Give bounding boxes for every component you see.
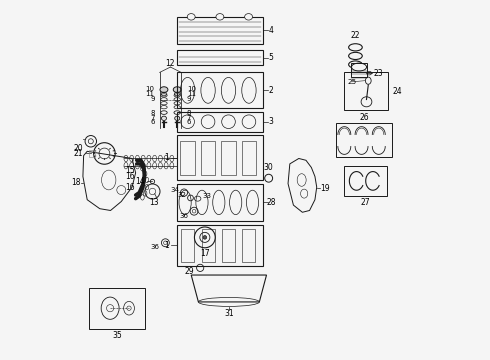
Text: 35: 35 — [112, 331, 122, 340]
Bar — [351, 63, 367, 77]
Bar — [177, 225, 263, 266]
Text: 27: 27 — [360, 198, 370, 207]
Text: 18: 18 — [72, 178, 81, 187]
Ellipse shape — [203, 235, 207, 239]
Bar — [177, 50, 263, 65]
Bar — [177, 17, 263, 44]
Bar — [177, 135, 263, 180]
Bar — [343, 72, 389, 110]
Text: 34: 34 — [171, 187, 180, 193]
Text: 32: 32 — [177, 192, 186, 198]
Text: 6: 6 — [187, 119, 192, 125]
Text: 24: 24 — [392, 87, 402, 96]
Text: 31: 31 — [224, 309, 234, 318]
Text: 9: 9 — [150, 96, 155, 102]
Text: 15: 15 — [125, 166, 135, 175]
Bar — [177, 72, 263, 108]
Text: 13: 13 — [149, 198, 159, 207]
Text: 26: 26 — [360, 113, 369, 122]
Bar — [343, 166, 387, 196]
Text: 36: 36 — [179, 213, 188, 219]
Text: 25: 25 — [348, 79, 357, 85]
Text: 20: 20 — [74, 144, 83, 153]
Bar — [89, 150, 95, 157]
Bar — [201, 140, 215, 175]
Text: 16: 16 — [125, 172, 135, 181]
Text: 7: 7 — [150, 115, 155, 121]
Text: 28: 28 — [267, 198, 276, 207]
Text: 17: 17 — [200, 249, 210, 258]
Text: 36: 36 — [150, 244, 160, 251]
Bar — [177, 112, 263, 132]
Text: 10: 10 — [146, 86, 155, 92]
Text: 21: 21 — [74, 149, 83, 158]
Text: 19: 19 — [320, 184, 330, 193]
Text: 6: 6 — [150, 119, 155, 125]
Bar — [180, 140, 195, 175]
Bar — [89, 288, 145, 329]
Ellipse shape — [160, 87, 168, 93]
Text: 12: 12 — [166, 59, 175, 68]
Text: 11: 11 — [146, 91, 155, 97]
Text: 16: 16 — [125, 183, 135, 192]
Text: 4: 4 — [269, 26, 273, 35]
Bar — [181, 229, 194, 262]
Text: 11: 11 — [187, 91, 196, 97]
Ellipse shape — [173, 87, 181, 93]
Text: 33: 33 — [203, 193, 212, 199]
Text: 10: 10 — [187, 86, 196, 92]
Text: 23: 23 — [373, 69, 383, 78]
Text: 22: 22 — [351, 31, 360, 40]
Text: 1: 1 — [164, 241, 169, 250]
Text: 7: 7 — [187, 115, 192, 121]
Bar — [243, 229, 255, 262]
Bar — [337, 123, 392, 157]
Text: 8: 8 — [187, 109, 192, 116]
Text: 8: 8 — [150, 109, 155, 116]
Text: 3: 3 — [269, 117, 273, 126]
Text: 9: 9 — [187, 96, 192, 102]
Bar — [177, 184, 263, 221]
Ellipse shape — [175, 116, 180, 121]
Ellipse shape — [187, 14, 195, 20]
Text: 30: 30 — [264, 163, 273, 172]
Text: 14: 14 — [136, 177, 146, 186]
Ellipse shape — [161, 116, 167, 121]
Bar — [242, 140, 256, 175]
Bar — [222, 229, 235, 262]
Ellipse shape — [216, 14, 224, 20]
Text: 5: 5 — [269, 53, 273, 62]
Bar — [221, 140, 236, 175]
Text: 29: 29 — [184, 267, 194, 276]
Text: 2: 2 — [269, 86, 273, 95]
Ellipse shape — [245, 14, 252, 20]
Text: 1: 1 — [164, 153, 169, 162]
Bar — [201, 229, 215, 262]
